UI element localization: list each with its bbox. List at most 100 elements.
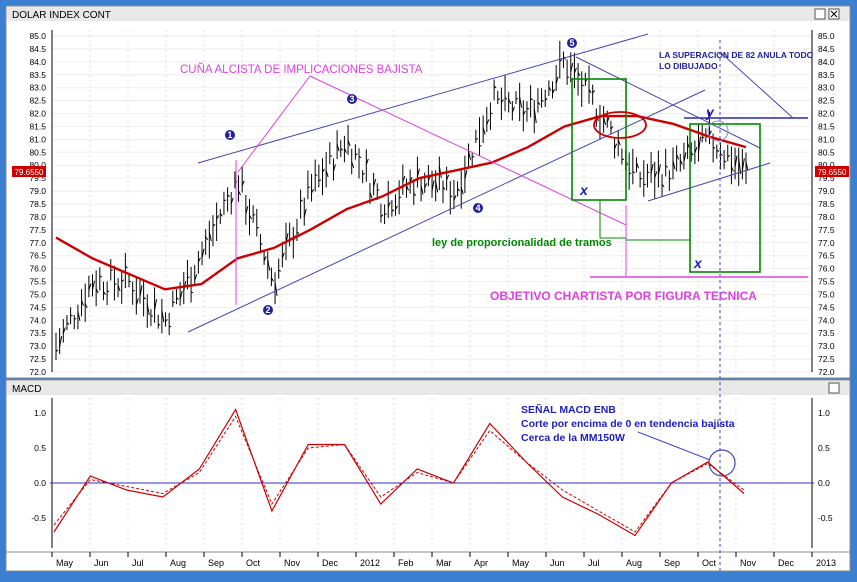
price-tick-left: 73.0 — [29, 341, 46, 351]
macd-tick-right: 0.0 — [818, 478, 830, 488]
price-tick-left: 76.5 — [29, 251, 46, 261]
macd-tick-left: 0.0 — [34, 478, 46, 488]
price-tick-left: 85.0 — [29, 31, 46, 41]
x-tick-label: Sep — [208, 558, 224, 568]
price-tick-left: 83.0 — [29, 83, 46, 93]
macd-panel — [6, 380, 850, 552]
senal-label-3: Cerca de la MM150W — [521, 432, 625, 444]
macd-tick-left: -0.5 — [31, 513, 46, 523]
price-bar-close — [542, 101, 544, 102]
price-tick-left: 81.0 — [29, 134, 46, 144]
price-tick-right: 81.0 — [818, 134, 835, 144]
x-tick-label: Feb — [398, 558, 414, 568]
price-tick-right: 73.5 — [818, 328, 835, 338]
price-bar-close — [133, 290, 135, 291]
x-tick-label: 2013 — [816, 558, 836, 568]
x-tick-label: Jul — [588, 558, 600, 568]
price-bar-close — [253, 215, 255, 216]
senal-label-2: Corte por encima de 0 en tendencia bajis… — [521, 418, 735, 430]
x-tick-label: Jun — [94, 558, 109, 568]
x-tick-label: Jul — [132, 558, 144, 568]
price-tick-right: 77.5 — [818, 225, 835, 235]
x-tick-label: Jun — [550, 558, 565, 568]
macd-close-icon[interactable] — [829, 383, 839, 393]
price-tick-left: 82.5 — [29, 96, 46, 106]
price-tick-left: 75.5 — [29, 277, 46, 287]
price-tick-right: 72.0 — [818, 367, 835, 377]
price-title: DOLAR INDEX CONT — [12, 10, 111, 21]
price-tick-right: 77.0 — [818, 238, 835, 248]
price-tick-left: 78.0 — [29, 212, 46, 222]
macd-tick-right: 1.0 — [818, 408, 830, 418]
x-tick-label: Dec — [778, 558, 795, 568]
senal-label-1: SEÑAL MACD ENB — [521, 403, 616, 416]
price-tick-right: 76.0 — [818, 264, 835, 274]
macd-title-bar — [7, 381, 849, 395]
price-tick-right: 80.5 — [818, 147, 835, 157]
price-tick-left: 82.0 — [29, 109, 46, 119]
price-tick-right: 78.0 — [818, 212, 835, 222]
wave-2-label: 2 — [265, 305, 270, 315]
macd-tick-right: -0.5 — [818, 513, 833, 523]
price-tick-right: 75.0 — [818, 289, 835, 299]
x-tick-label: Apr — [474, 558, 488, 568]
x-tick-label: May — [56, 558, 74, 568]
x-tick-label: 2012 — [360, 558, 380, 568]
price-tick-left: 83.5 — [29, 70, 46, 80]
price-bar-close — [527, 108, 529, 109]
price-tick-right: 82.5 — [818, 96, 835, 106]
price-tick-left: 74.0 — [29, 315, 46, 325]
wave-5-label: 5 — [569, 38, 574, 48]
price-tick-left: 78.5 — [29, 199, 46, 209]
price-tick-left: 76.0 — [29, 264, 46, 274]
x-tick-label: Dec — [322, 558, 339, 568]
price-tick-right: 75.5 — [818, 277, 835, 287]
price-tick-right: 83.5 — [818, 70, 835, 80]
price-tick-right: 82.0 — [818, 109, 835, 119]
price-tick-left: 84.0 — [29, 57, 46, 67]
objetivo-label: OBJETIVO CHARTISTA POR FIGURA TECNICA — [490, 289, 757, 303]
price-tick-left: 80.5 — [29, 147, 46, 157]
wave-4-label: 4 — [475, 203, 480, 213]
price-tick-right: 83.0 — [818, 83, 835, 93]
x2-label: x — [693, 255, 703, 271]
x-tick-label: May — [512, 558, 530, 568]
price-tick-left: 81.5 — [29, 121, 46, 131]
price-bar-close — [111, 270, 113, 271]
price-tick-left: 72.5 — [29, 354, 46, 364]
price-tick-right: 74.0 — [818, 315, 835, 325]
price-tick-left: 72.0 — [29, 367, 46, 377]
x-tick-label: Aug — [626, 558, 642, 568]
price-tick-left: 74.5 — [29, 302, 46, 312]
price-tick-right: 84.0 — [818, 57, 835, 67]
price-tag-left-text: 79.6550 — [15, 168, 44, 177]
price-tick-right: 78.5 — [818, 199, 835, 209]
x-tick-label: Nov — [284, 558, 301, 568]
price-tag-right-text: 79.6550 — [818, 168, 847, 177]
x-tick-label: Aug — [170, 558, 186, 568]
x-tick-label: Oct — [702, 558, 717, 568]
cancel-label-2: LO DIBUJADO — [659, 61, 718, 71]
price-tick-left: 84.5 — [29, 44, 46, 54]
price-tick-left: 79.0 — [29, 186, 46, 196]
wave-1-label: 1 — [227, 130, 232, 140]
price-tick-right: 74.5 — [818, 302, 835, 312]
wave-3-label: 3 — [349, 94, 354, 104]
wedge-label: CUÑA ALCISTA DE IMPLICACIONES BAJISTA — [180, 63, 423, 76]
x-tick-label: Sep — [664, 558, 680, 568]
price-tick-right: 85.0 — [818, 31, 835, 41]
price-tick-right: 73.0 — [818, 341, 835, 351]
x-tick-label: Oct — [246, 558, 261, 568]
macd-title: MACD — [12, 384, 41, 395]
price-tick-right: 84.5 — [818, 44, 835, 54]
minimize-icon[interactable] — [815, 9, 825, 19]
price-tick-right: 81.5 — [818, 121, 835, 131]
x-tick-label: Mar — [436, 558, 452, 568]
ley-label: ley de proporcionalidad de tramos — [432, 237, 612, 249]
price-tick-right: 76.5 — [818, 251, 835, 261]
cancel-label-1: LA SUPERACION DE 82 ANULA TODO — [659, 50, 814, 60]
price-bar-close — [71, 315, 73, 316]
price-tick-right: 72.5 — [818, 354, 835, 364]
